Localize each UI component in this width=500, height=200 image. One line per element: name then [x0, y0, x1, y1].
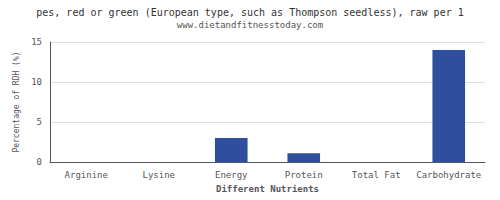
svg-text:Lysine: Lysine — [142, 170, 175, 180]
svg-text:Total Fat: Total Fat — [352, 170, 401, 180]
svg-text:pes, red or green (European ty: pes, red or green (European type, such a… — [36, 7, 463, 18]
svg-text:0: 0 — [37, 157, 42, 167]
svg-text:www.dietandfitnesstoday.com: www.dietandfitnesstoday.com — [177, 20, 323, 30]
svg-text:5: 5 — [37, 117, 42, 127]
svg-text:15: 15 — [31, 37, 42, 47]
svg-text:Arginine: Arginine — [65, 170, 108, 180]
svg-text:Protein: Protein — [285, 170, 323, 180]
svg-text:Carbohydrate: Carbohydrate — [416, 170, 481, 180]
svg-text:Energy: Energy — [215, 170, 248, 180]
svg-text:Percentage of RDH (%): Percentage of RDH (%) — [12, 51, 21, 152]
svg-text:Different Nutrients: Different Nutrients — [216, 184, 319, 194]
svg-text:10: 10 — [31, 77, 42, 87]
